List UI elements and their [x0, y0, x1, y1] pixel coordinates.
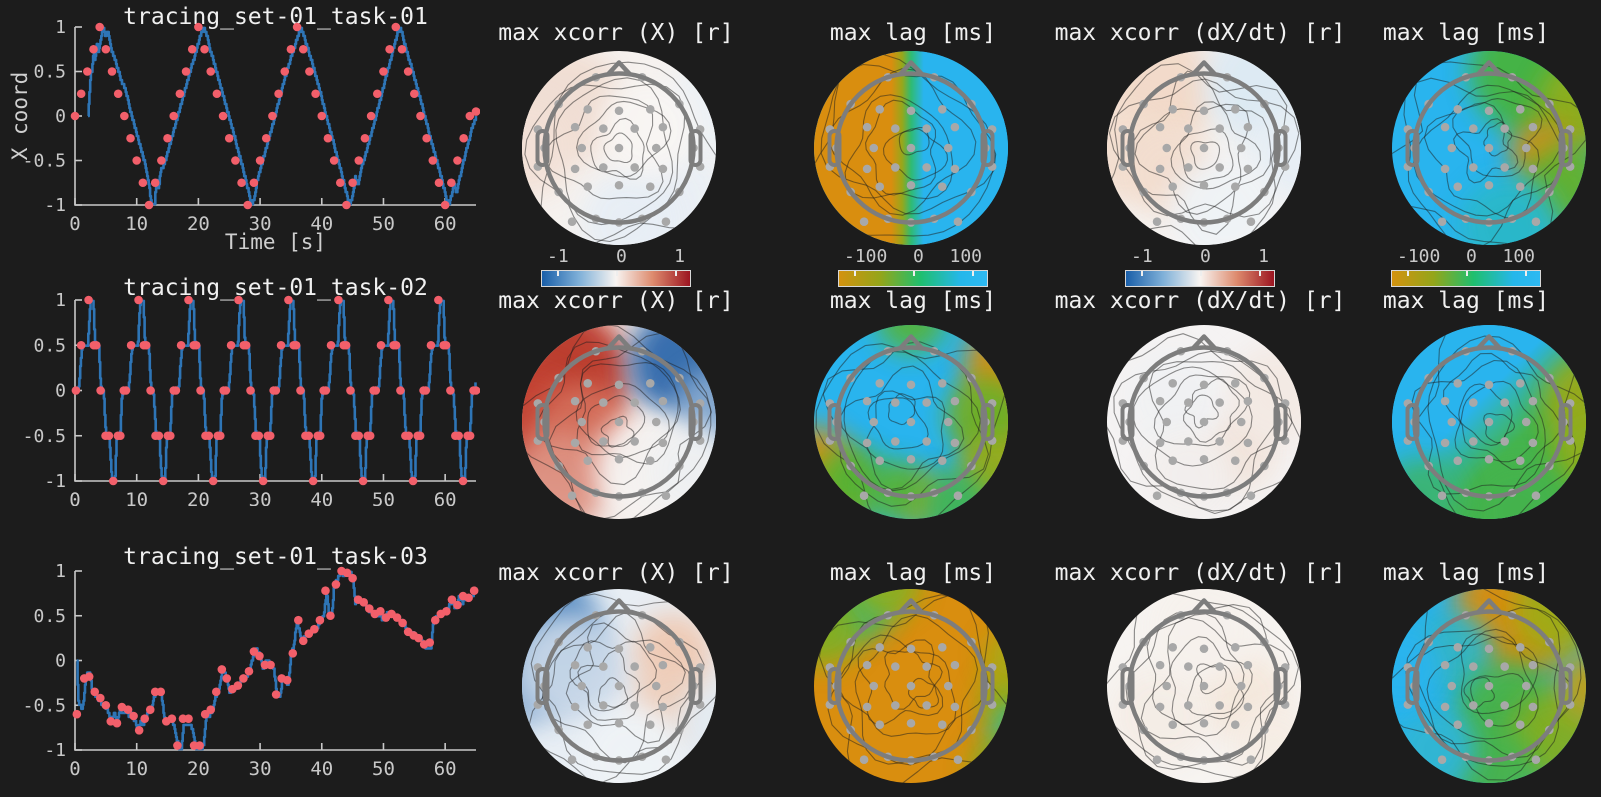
- svg-text:60: 60: [434, 758, 457, 780]
- svg-text:-1: -1: [44, 740, 66, 761]
- svg-text:1: 1: [55, 290, 66, 311]
- svg-text:1: 1: [55, 17, 66, 38]
- x-axis-label: Time [s]: [224, 230, 327, 254]
- svg-text:30: 30: [249, 489, 272, 506]
- topoplot-title: max xcorr (dX/dt) [r]: [1054, 560, 1346, 586]
- topoplot-head-map: [522, 51, 716, 245]
- svg-text:1: 1: [55, 561, 66, 582]
- svg-text:20: 20: [187, 213, 210, 235]
- svg-text:30: 30: [249, 758, 272, 780]
- plot-title: tracing_set-01_task-02: [123, 275, 428, 301]
- svg-text:10: 10: [125, 213, 148, 235]
- topoplot-head-map: [1107, 51, 1301, 245]
- svg-text:0: 0: [55, 381, 66, 402]
- topoplot-title: max xcorr (dX/dt) [r]: [1054, 20, 1346, 46]
- svg-text:10: 10: [125, 758, 148, 780]
- colorbar-ticks: -100 0 100: [844, 246, 982, 267]
- topoplot-title: max lag [ms]: [1382, 20, 1550, 46]
- svg-text:40: 40: [310, 758, 333, 780]
- topoplot-title: max lag [ms]: [829, 20, 997, 46]
- colorbar-ticks: -100 0 100: [1397, 246, 1535, 267]
- topoplot-head-map: [1392, 51, 1586, 245]
- timeseries-plot-area: 10.50-0.5-10 10 20 30 40 50 60: [23, 290, 480, 506]
- svg-text:0.5: 0.5: [33, 62, 66, 83]
- plot-title: tracing_set-01_task-01: [123, 4, 428, 30]
- svg-text:30: 30: [249, 213, 272, 235]
- topoplot-head-map: [522, 589, 716, 783]
- topoplot-head-map: [1392, 325, 1586, 519]
- svg-text:0: 0: [69, 213, 80, 235]
- svg-text:0: 0: [55, 651, 66, 672]
- topoplot-title: max lag [ms]: [1382, 560, 1550, 586]
- topoplot-head-map: [814, 51, 1008, 245]
- plot-title: tracing_set-01_task-03: [123, 544, 428, 570]
- topoplot-head-map: [814, 589, 1008, 783]
- topoplot-head-map: [522, 325, 716, 519]
- timeseries-task-02: tracing_set-01_task-02 1 0.5 0 -0.5 -1 0 10 20 3…: [0, 271, 480, 506]
- svg-text:20: 20: [187, 489, 210, 506]
- colorbar-ticks: -1 0 1: [547, 246, 685, 267]
- svg-text:-1: -1: [44, 195, 66, 216]
- svg-text:0: 0: [55, 106, 66, 127]
- svg-text:60: 60: [434, 489, 457, 506]
- svg-text:0.5: 0.5: [33, 606, 66, 627]
- svg-text:-0.5: -0.5: [23, 695, 66, 716]
- colorbar-ticks: -1 0 1: [1131, 246, 1269, 267]
- topoplot-head-map: [1107, 589, 1301, 783]
- timeseries-task-03: tracing_set-01_task-03 1 0.5 0 -0.5 -1 0 10 20 3…: [0, 540, 480, 780]
- svg-text:-0.5: -0.5: [23, 151, 66, 172]
- colorbar: [1391, 270, 1541, 287]
- colorbar: [1125, 270, 1275, 287]
- svg-text:50: 50: [372, 758, 395, 780]
- colorbar: [541, 270, 691, 287]
- svg-text:-1: -1: [44, 471, 66, 492]
- topoplot-title: max xcorr (dX/dt) [r]: [1054, 288, 1346, 314]
- svg-text:0: 0: [69, 489, 80, 506]
- topoplot-title: max xcorr (X) [r]: [498, 20, 734, 46]
- topoplot-title: max lag [ms]: [829, 560, 997, 586]
- topoplot-head-map: [1107, 325, 1301, 519]
- topoplot-title: max lag [ms]: [1382, 288, 1550, 314]
- timeseries-plot-area: 10.50-0.5-10 10 20 30 40 50 60: [23, 561, 479, 780]
- svg-text:60: 60: [434, 213, 457, 235]
- timeseries-task-01: tracing_set-01_task-01 X coord 1 0.5 0 -0.5…: [0, 0, 480, 260]
- topoplot-head-map: [814, 325, 1008, 519]
- topoplot-title: max xcorr (X) [r]: [498, 288, 734, 314]
- svg-text:10: 10: [125, 489, 148, 506]
- svg-text:0: 0: [69, 758, 80, 780]
- svg-text:50: 50: [372, 489, 395, 506]
- topoplot-title: max lag [ms]: [829, 288, 997, 314]
- svg-text:50: 50: [372, 213, 395, 235]
- svg-text:20: 20: [187, 758, 210, 780]
- timeseries-plot-area: 10.50-0.5-10 10 20 30 40 50 60: [23, 17, 480, 235]
- colorbar: [838, 270, 988, 287]
- topoplot-head-map: [1392, 589, 1586, 783]
- svg-text:0.5: 0.5: [33, 335, 66, 356]
- svg-text:40: 40: [310, 489, 333, 506]
- svg-text:40: 40: [310, 213, 333, 235]
- svg-text:-0.5: -0.5: [23, 426, 66, 447]
- topoplot-title: max xcorr (X) [r]: [498, 560, 734, 586]
